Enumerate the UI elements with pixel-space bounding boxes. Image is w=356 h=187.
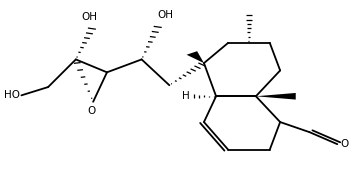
Text: OH: OH [82, 12, 98, 22]
Polygon shape [187, 51, 204, 63]
Text: OH: OH [158, 10, 174, 20]
Text: HO: HO [4, 90, 20, 100]
Text: O: O [87, 106, 95, 116]
Text: H: H [182, 91, 190, 101]
Polygon shape [256, 93, 296, 100]
Text: O: O [341, 139, 349, 149]
